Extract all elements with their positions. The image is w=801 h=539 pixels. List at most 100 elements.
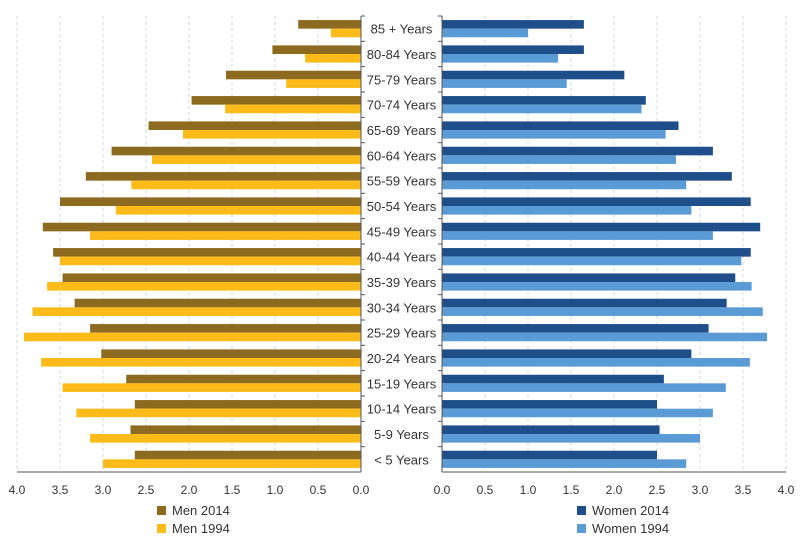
category-label: 80-84 Years xyxy=(367,47,437,62)
bar-men-1994 xyxy=(62,383,362,392)
bar-women-2014 xyxy=(442,172,732,181)
category-label: 30-34 Years xyxy=(367,300,437,315)
bar-men-1994 xyxy=(41,358,362,367)
category-label: 55-59 Years xyxy=(367,174,437,189)
bar-men-1994 xyxy=(23,332,361,342)
legend-label: Women 2014 xyxy=(592,503,669,518)
left-tick-label: 0.5 xyxy=(310,483,327,497)
bar-women-1994 xyxy=(442,54,559,63)
category-label: 15-19 Years xyxy=(367,376,437,391)
bar-women-2014 xyxy=(442,400,657,409)
category-label: < 5 Years xyxy=(374,452,429,467)
bar-men-1994 xyxy=(225,104,361,114)
category-label: 75-79 Years xyxy=(367,72,437,87)
bar-men-1994 xyxy=(76,408,361,418)
bar-women-2014 xyxy=(442,425,660,434)
bar-women-2014 xyxy=(442,20,584,29)
legend-label: Men 1994 xyxy=(172,521,230,536)
bar-women-1994 xyxy=(442,459,687,468)
right-tick-label: 1.5 xyxy=(563,483,580,497)
right-tick-label: 3.0 xyxy=(692,483,709,497)
bar-men-1994 xyxy=(60,256,361,266)
bar-women-2014 xyxy=(442,349,692,358)
legend: Men 2014 Men 1994 Women 2014 Women 1994 xyxy=(157,503,669,536)
category-label: 10-14 Years xyxy=(367,402,437,417)
bar-women-2014 xyxy=(442,450,657,460)
bar-men-2014 xyxy=(126,374,361,384)
bar-men-1994 xyxy=(90,231,361,240)
bar-men-1994 xyxy=(305,54,361,63)
bar-women-1994 xyxy=(442,180,687,190)
bar-men-2014 xyxy=(101,349,361,358)
bar-women-1994 xyxy=(442,231,713,240)
legend-label: Women 1994 xyxy=(592,521,669,536)
category-label: 85 + Years xyxy=(371,22,433,37)
bar-men-2014 xyxy=(85,172,362,181)
bar-men-2014 xyxy=(134,450,361,460)
legend-swatch xyxy=(577,524,586,533)
left-tick-label: 2.0 xyxy=(181,483,198,497)
bar-women-1994 xyxy=(442,358,750,367)
bar-men-2014 xyxy=(62,273,362,282)
bar-women-2014 xyxy=(442,248,751,257)
bar-women-1994 xyxy=(442,79,567,88)
bar-men-1994 xyxy=(103,459,361,468)
bar-men-1994 xyxy=(182,130,361,139)
bar-women-1994 xyxy=(442,28,528,38)
bar-women-2014 xyxy=(442,96,646,105)
category-label: 50-54 Years xyxy=(367,199,437,214)
category-label: 40-44 Years xyxy=(367,250,437,265)
bar-men-1994 xyxy=(32,307,361,316)
bar-women-2014 xyxy=(442,70,625,80)
bar-women-2014 xyxy=(442,374,664,384)
axis-layer: 4.0 3.5 3.0 2.5 2.0 1.5 1.0 0.5 0.0 0.0 0.5 1.0 1.5 2… xyxy=(9,15,795,497)
bar-women-2014 xyxy=(442,273,736,282)
bar-women-1994 xyxy=(442,206,692,215)
bar-men-2014 xyxy=(130,425,361,434)
category-label: 35-39 Years xyxy=(367,275,437,290)
bar-women-1994 xyxy=(442,383,726,392)
bar-women-1994 xyxy=(442,130,666,139)
bar-women-1994 xyxy=(442,307,763,316)
bar-men-2014 xyxy=(60,197,361,206)
legend-swatch xyxy=(157,506,166,515)
bar-men-2014 xyxy=(74,298,362,308)
bar-men-1994 xyxy=(286,79,361,88)
category-label: 45-49 Years xyxy=(367,224,437,239)
bar-men-2014 xyxy=(42,222,362,232)
bar-men-2014 xyxy=(272,45,361,54)
bar-men-1994 xyxy=(330,28,361,38)
bar-men-1994 xyxy=(90,434,361,443)
bar-men-2014 xyxy=(90,324,361,333)
bar-men-2014 xyxy=(53,248,362,257)
category-label: 20-24 Years xyxy=(367,351,437,366)
bar-women-1994 xyxy=(442,104,642,114)
bar-men-1994 xyxy=(131,180,361,190)
bar-women-2014 xyxy=(442,222,761,232)
bar-men-1994 xyxy=(47,282,361,291)
bar-women-2014 xyxy=(442,298,727,308)
bar-men-1994 xyxy=(115,206,362,215)
right-tick-label: 4.0 xyxy=(778,483,795,497)
bar-women-1994 xyxy=(442,256,742,266)
category-label: 70-74 Years xyxy=(367,98,437,113)
bar-women-1994 xyxy=(442,434,700,443)
legend-label: Men 2014 xyxy=(172,503,230,518)
left-tick-label: 3.5 xyxy=(52,483,69,497)
bar-women-2014 xyxy=(442,197,751,206)
bar-women-2014 xyxy=(442,146,713,156)
bar-men-2014 xyxy=(111,146,361,156)
bars-layer xyxy=(23,20,768,468)
left-tick-label: 4.0 xyxy=(9,483,26,497)
right-tick-label: 3.5 xyxy=(735,483,752,497)
right-tick-label: 0.5 xyxy=(477,483,494,497)
right-tick-label: 0.0 xyxy=(434,483,451,497)
bar-men-2014 xyxy=(191,96,361,105)
right-tick-label: 2.0 xyxy=(606,483,623,497)
bar-women-2014 xyxy=(442,45,584,54)
bar-men-2014 xyxy=(298,20,361,29)
bar-women-1994 xyxy=(442,155,676,164)
bar-women-2014 xyxy=(442,324,709,333)
category-label: 5-9 Years xyxy=(374,427,429,442)
